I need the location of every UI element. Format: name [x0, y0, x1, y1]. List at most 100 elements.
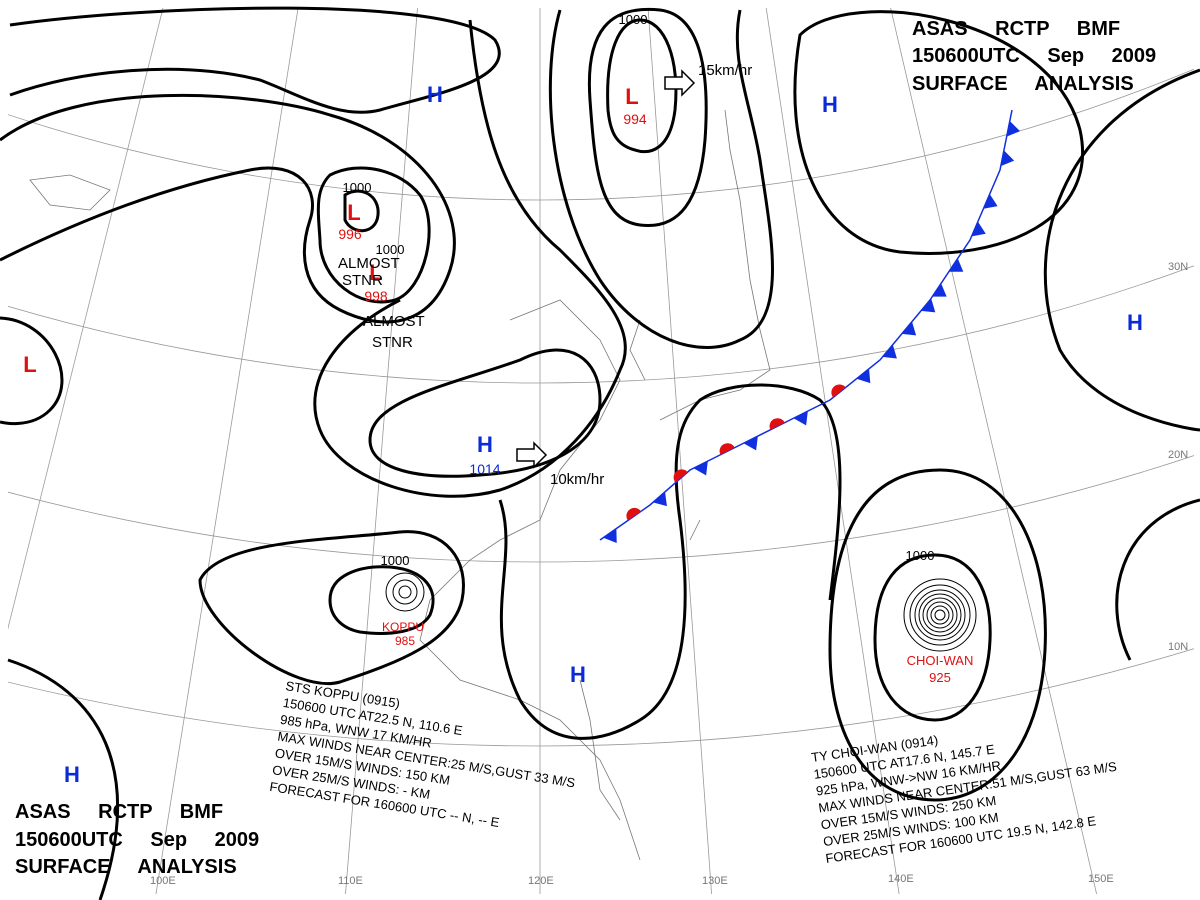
motion-arrows — [516, 69, 696, 469]
warm-semicircle — [626, 507, 641, 521]
longitude-line — [8, 8, 164, 630]
isobar — [313, 19, 627, 498]
title-line: 150600UTC Sep 2009 — [912, 45, 1156, 67]
isobar — [7, 658, 120, 900]
stationary-note: ALMOST — [338, 255, 400, 272]
warm-semicircle — [831, 384, 846, 398]
high-label: H — [1127, 310, 1143, 335]
cold-triangle — [1000, 150, 1015, 167]
cold-triangle — [983, 194, 998, 209]
coastline — [579, 109, 771, 821]
isobar — [587, 7, 708, 228]
motion-label: 10km/hr — [550, 471, 604, 488]
title-line: SURFACE ANALYSIS — [15, 856, 237, 878]
warm-semicircle — [673, 469, 688, 483]
low-label: L — [369, 260, 382, 285]
title-line: SURFACE ANALYSIS — [912, 73, 1134, 95]
typhoon-name: KOPPU — [382, 620, 424, 634]
title-line: ASAS RCTP BMF — [912, 18, 1120, 40]
ring — [918, 593, 962, 637]
cold-triangle — [882, 344, 897, 359]
stationary-front — [599, 109, 1021, 543]
ring — [903, 578, 977, 652]
ring — [914, 589, 966, 641]
choiwan-info: TY CHOI-WAN (0914) 150600 UTC AT17.6 N, … — [810, 732, 1118, 866]
stationary-note: STNR — [342, 272, 383, 289]
high-label: H — [427, 82, 443, 107]
ring — [398, 585, 412, 599]
title-line: 150600UTC Sep 2009 — [15, 829, 259, 851]
latitude-label: 20N — [1168, 449, 1188, 461]
typhoon-pressure: 985 — [395, 634, 415, 648]
cold-triangle — [901, 321, 917, 336]
isobar — [9, 6, 501, 114]
cold-triangle — [1006, 120, 1021, 137]
longitude-label: 130E — [702, 875, 728, 887]
typhoon-pressure: 925 — [929, 670, 951, 685]
cold-triangle — [856, 368, 871, 384]
typhoon-name: CHOI-WAN — [907, 653, 974, 668]
cold-triangle — [793, 411, 808, 426]
cold-triangle — [971, 221, 986, 237]
isobar — [328, 565, 435, 635]
latitude-label: 10N — [1168, 641, 1188, 653]
warm-semicircle — [769, 418, 785, 430]
title-line: ASAS RCTP BMF — [15, 801, 223, 823]
longitude-line — [155, 8, 299, 894]
longitude-label: 100E — [150, 875, 176, 887]
isobar — [343, 189, 380, 233]
isobar — [793, 10, 1084, 255]
ring — [922, 597, 958, 633]
cold-triangle — [932, 283, 947, 297]
low-label: L — [347, 200, 360, 225]
isobar-label: 1000 — [906, 548, 935, 563]
isobars — [0, 6, 1200, 900]
latitude-label: 30N — [1168, 261, 1188, 273]
longitude-line — [647, 8, 712, 894]
isobar-label: 1000 — [376, 242, 405, 257]
isobar-label: 1000 — [619, 12, 648, 27]
high-label: H — [570, 662, 586, 687]
longitude-label: 110E — [338, 875, 363, 887]
isobar — [1115, 498, 1200, 661]
front-line — [599, 109, 1013, 541]
coastlines — [29, 109, 771, 861]
isobar-label: 1000 — [343, 180, 372, 195]
isobar — [0, 316, 64, 425]
pressure-label: 1014 — [469, 461, 500, 477]
high-label: H — [64, 762, 80, 787]
longitude-label: 150E — [1088, 873, 1114, 885]
longitude-line — [345, 8, 418, 894]
cold-triangle — [743, 436, 758, 451]
ring — [930, 605, 950, 625]
isobar — [498, 383, 842, 740]
isobar — [0, 93, 456, 324]
cold-triangle — [603, 528, 617, 543]
warm-semicircle — [719, 443, 735, 455]
longitude-label: 120E — [528, 875, 554, 887]
ring — [934, 609, 946, 621]
stationary-note: STNR — [372, 334, 413, 351]
isobar-label: 1000 — [381, 553, 410, 568]
isobar — [873, 553, 992, 722]
motion-arrow — [516, 441, 548, 469]
pressure-label: 994 — [623, 111, 647, 127]
cold-triangle — [653, 491, 667, 507]
isobar — [316, 166, 431, 304]
pressure-label: 998 — [364, 288, 388, 304]
cold-triangle — [693, 461, 708, 476]
isobar — [606, 18, 678, 154]
ring — [926, 601, 954, 629]
high-label: H — [822, 92, 838, 117]
isobar — [198, 530, 465, 686]
ring — [909, 584, 971, 646]
typhoon-rings — [385, 572, 977, 652]
stationary-note: ALMOST — [363, 313, 425, 330]
high-label: H — [477, 432, 493, 457]
isobar — [828, 468, 1047, 802]
ring — [392, 579, 418, 605]
isobar — [1043, 68, 1200, 432]
coastline — [29, 174, 641, 861]
